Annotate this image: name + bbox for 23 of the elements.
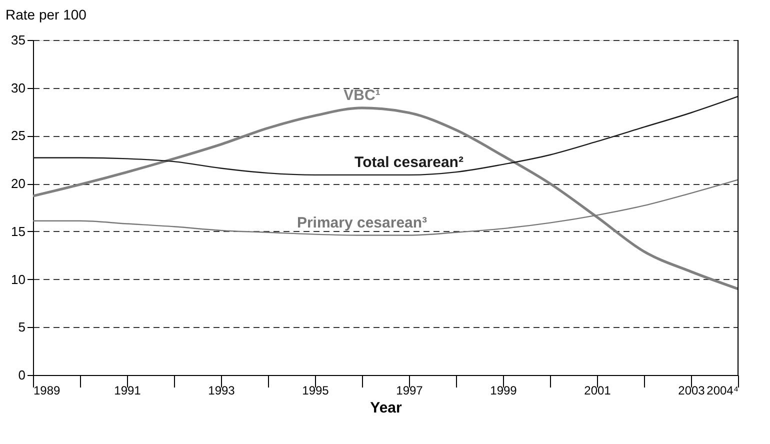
y-tick-label: 5 xyxy=(18,320,26,335)
series-label: Primary cesarean³ xyxy=(296,214,428,232)
y-tick-label: 0 xyxy=(18,368,26,382)
line-series xyxy=(32,106,740,290)
y-tick-label: 20 xyxy=(11,176,26,192)
y-tick-label: 35 xyxy=(11,32,26,48)
y-tick-label: 15 xyxy=(11,224,26,239)
x-tick-label: 1989 xyxy=(34,384,61,398)
x-tick-label: 1995 xyxy=(302,384,330,398)
x-tick-label: 1999 xyxy=(490,384,518,398)
x-tick-label: 2004⁴ xyxy=(706,384,738,398)
x-tick-label: 2001 xyxy=(584,384,612,398)
series-label: VBC¹ xyxy=(344,86,380,104)
series-label: Total cesarean² xyxy=(354,154,464,171)
x-tick-label: 2003 xyxy=(678,384,706,398)
x-tick-label: 1993 xyxy=(208,384,236,398)
x-tick-label: 1997 xyxy=(396,384,424,398)
y-axis-title: Rate per 100 xyxy=(6,6,87,22)
y-tick-label: 10 xyxy=(11,272,26,287)
y-tick-label: 25 xyxy=(11,128,26,144)
y-tick-label: 30 xyxy=(11,80,26,96)
x-axis-title: Year xyxy=(370,400,402,416)
x-tick-label: 1991 xyxy=(114,384,142,398)
